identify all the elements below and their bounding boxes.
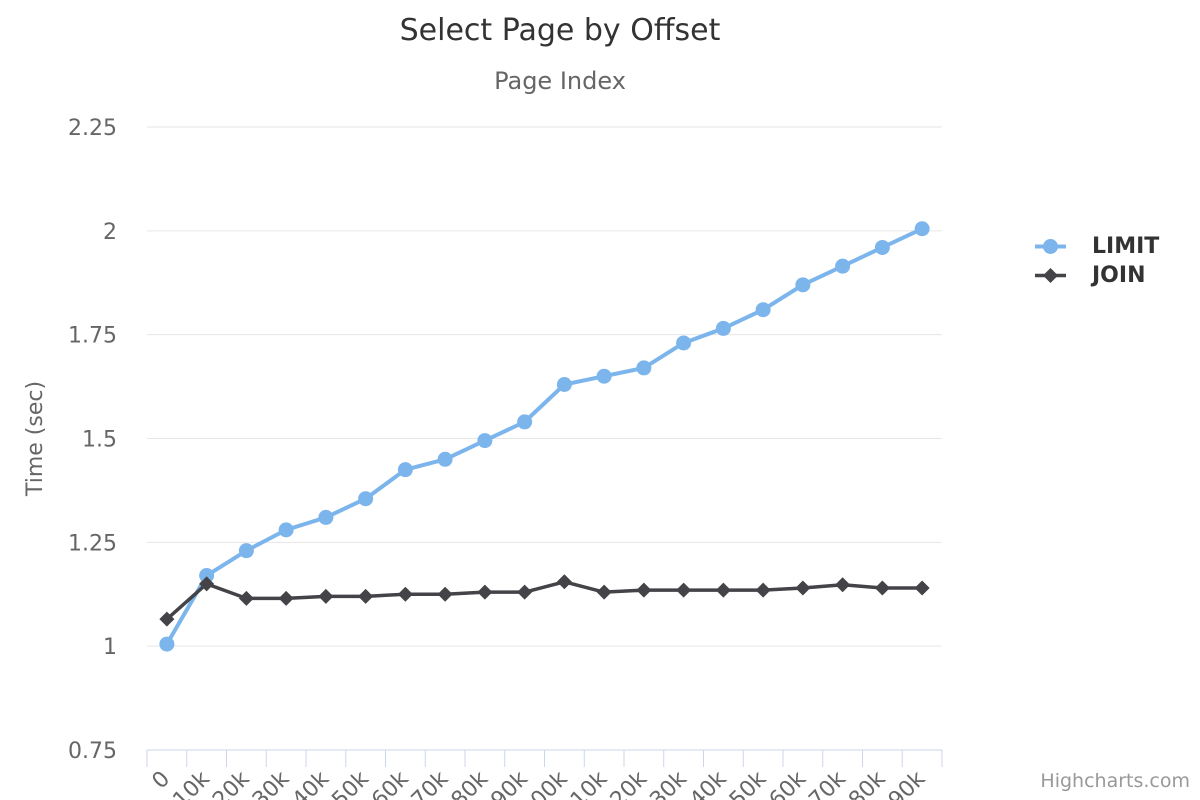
limit-series-marker-icon <box>1035 239 1066 254</box>
data-point-join <box>556 574 572 590</box>
data-point-limit <box>278 522 294 538</box>
data-point-limit <box>358 491 374 507</box>
chart-subtitle: Page Index <box>494 67 626 95</box>
data-point-limit <box>795 277 811 293</box>
data-point-limit <box>517 414 533 430</box>
data-point-limit <box>596 368 612 384</box>
join-series-marker-icon <box>1035 268 1066 283</box>
data-point-limit <box>835 258 851 274</box>
data-point-join <box>795 580 811 596</box>
data-point-limit <box>556 377 572 393</box>
data-point-join <box>477 584 493 600</box>
series-line-limit <box>164 226 925 647</box>
data-point-join <box>755 582 771 598</box>
data-point-join <box>238 590 254 606</box>
data-point-join <box>318 588 334 604</box>
y-axis-tick-label: 1.25 <box>68 531 117 556</box>
y-axis-tick-label: 2 <box>103 220 117 245</box>
chart-title: Select Page by Offset <box>399 13 721 48</box>
data-point-limit <box>636 360 652 376</box>
y-axis-tick-label: 1.75 <box>68 324 117 349</box>
data-point-limit <box>199 568 215 584</box>
data-point-limit <box>397 462 413 478</box>
data-point-join <box>199 576 215 592</box>
data-point-join <box>517 584 533 600</box>
data-point-limit <box>477 433 493 449</box>
data-point-limit <box>755 302 771 318</box>
legend-item-join[interactable]: JOIN <box>1035 261 1159 290</box>
y-axis-title: Time (sec) <box>23 381 48 497</box>
data-point-join <box>596 584 612 600</box>
data-point-join <box>715 582 731 598</box>
data-point-limit <box>914 221 930 237</box>
y-axis-tick-label: 1 <box>103 635 117 660</box>
data-point-join <box>437 586 453 602</box>
data-point-limit <box>437 451 453 467</box>
data-point-join <box>278 590 294 606</box>
legend-item-limit[interactable]: LIMIT <box>1035 232 1159 261</box>
legend-label-join: JOIN <box>1092 263 1146 288</box>
data-point-join <box>835 577 851 593</box>
data-point-limit <box>238 543 254 559</box>
highcharts-credit-link[interactable]: Highcharts.com <box>1040 770 1190 792</box>
data-point-join <box>676 582 692 598</box>
data-point-limit <box>318 509 334 525</box>
legend: LIMIT JOIN <box>1035 232 1159 290</box>
y-axis-tick-label: 1.5 <box>82 428 117 453</box>
data-point-join <box>397 586 413 602</box>
legend-label-limit: LIMIT <box>1092 234 1160 259</box>
data-point-join <box>159 611 175 627</box>
y-axis-tick-label: 0.75 <box>68 739 117 764</box>
data-point-join <box>914 580 930 596</box>
data-point-limit <box>676 335 692 351</box>
y-axis-tick-label: 2.25 <box>68 116 117 141</box>
data-point-limit <box>159 636 175 652</box>
data-point-limit <box>715 320 731 336</box>
data-point-join <box>358 588 374 604</box>
data-point-limit <box>874 239 890 255</box>
data-point-join <box>874 580 890 596</box>
x-axis-tick-label: 0 <box>148 767 176 795</box>
data-point-join <box>636 582 652 598</box>
